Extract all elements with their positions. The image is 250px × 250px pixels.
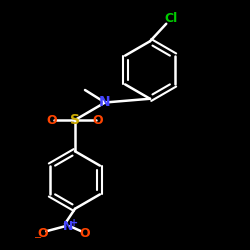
Text: O: O (93, 114, 103, 126)
Text: O: O (47, 114, 57, 126)
Text: +: + (70, 218, 78, 228)
Text: Cl: Cl (164, 12, 178, 25)
Text: O: O (37, 227, 48, 240)
Text: N: N (63, 220, 73, 233)
Text: S: S (70, 113, 80, 127)
Text: O: O (80, 227, 90, 240)
Text: N: N (99, 96, 111, 110)
Text: −: − (34, 233, 42, 243)
